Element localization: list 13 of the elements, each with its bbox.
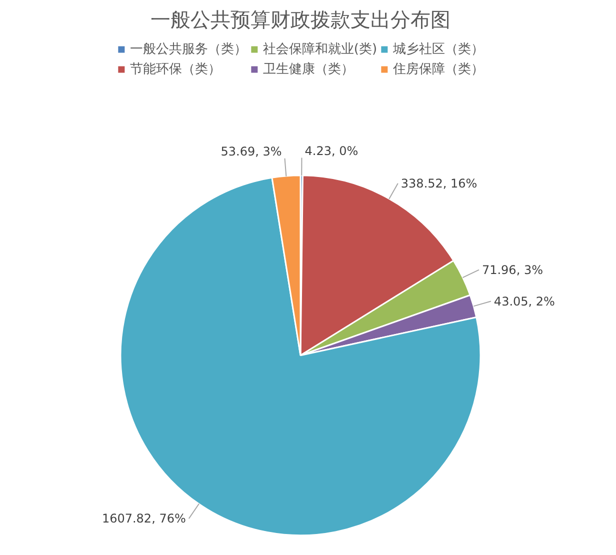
legend-label: 节能环保（类）: [130, 61, 221, 78]
legend-label: 卫生健康（类）: [262, 61, 354, 78]
data-label: 4.23, 0%: [304, 144, 358, 158]
legend-label: 一般公共服务（类）: [130, 41, 247, 58]
data-label: 71.96, 3%: [482, 262, 543, 277]
legend-label: 住房保障（类）: [393, 61, 484, 78]
legend-label: 城乡社区（类）: [393, 41, 484, 58]
data-label: 53.69, 3%: [220, 144, 282, 158]
data-label: 43.05, 2%: [494, 294, 555, 308]
legend-label: 社会保障和就业(类): [262, 41, 378, 58]
chart-title: 一般公共预算财政拨款支出分布图: [150, 8, 450, 32]
data-label: 1607.82, 76%: [102, 512, 186, 526]
data-label: 338.52, 16%: [400, 176, 478, 190]
